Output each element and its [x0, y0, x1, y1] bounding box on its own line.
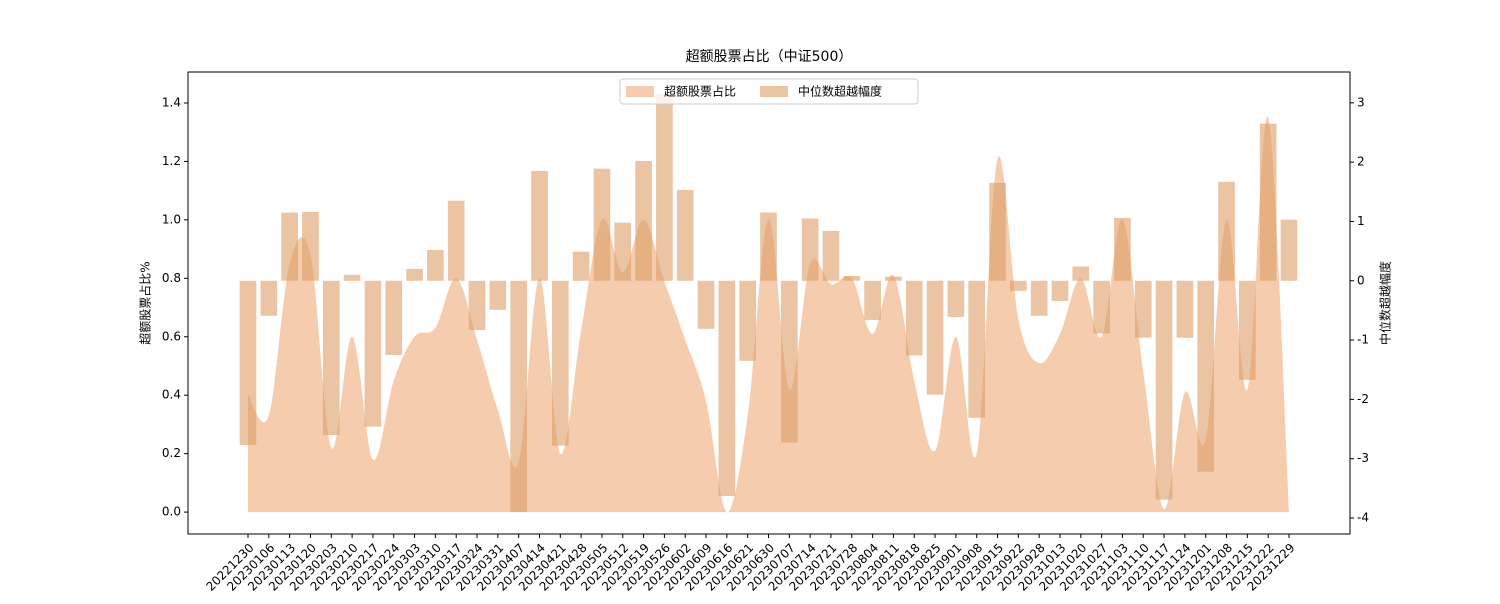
bar [739, 280, 757, 361]
bar [572, 251, 590, 281]
y-tick-label: 0.4 [162, 388, 181, 402]
bar [489, 280, 507, 310]
y2-axis-label: 中位数超越幅度 [1378, 261, 1393, 345]
bar [1239, 280, 1256, 380]
bar [260, 280, 278, 316]
bar [801, 218, 819, 281]
y-tick-label: 0.6 [162, 329, 181, 343]
bar [1134, 280, 1152, 338]
bar [1010, 280, 1027, 291]
bar [822, 230, 840, 281]
y2-tick-label: 2 [1357, 155, 1365, 169]
y-tick-label: 0.2 [162, 446, 181, 460]
bar [718, 280, 736, 497]
bar [968, 280, 986, 418]
bar [760, 212, 777, 281]
y2-tick-label: -3 [1357, 451, 1369, 465]
bar [302, 211, 319, 281]
bar [864, 280, 881, 320]
bar [843, 276, 861, 281]
bar [239, 280, 257, 446]
bar [780, 280, 798, 443]
y2-tick-label: 0 [1357, 273, 1365, 287]
area [248, 116, 1289, 513]
bar [656, 93, 673, 281]
bar [1051, 280, 1069, 301]
bar [1072, 266, 1090, 281]
legend-label: 中位数超越幅度 [798, 84, 882, 99]
bar [427, 249, 444, 281]
bar [926, 280, 944, 395]
y2-tick-label: -4 [1357, 510, 1369, 524]
bar [1280, 219, 1298, 281]
bar [406, 268, 423, 281]
legend-label: 超额股票占比 [664, 84, 736, 99]
y-tick-label: 0.8 [162, 271, 181, 285]
bar [510, 280, 527, 513]
y2-tick-label: -2 [1357, 392, 1369, 406]
bar [676, 190, 694, 281]
y-tick-label: 1.2 [162, 154, 181, 168]
bar [322, 280, 340, 435]
bar [1030, 280, 1048, 316]
chart-title: 超额股票占比（中证500） [686, 49, 853, 65]
bar [1114, 217, 1131, 281]
bar [468, 280, 486, 330]
bar [1259, 123, 1277, 281]
bar [343, 274, 361, 281]
bar [905, 280, 923, 356]
y2-tick-label: 3 [1357, 95, 1365, 109]
bar [635, 160, 652, 281]
bar [1176, 280, 1194, 338]
bar [385, 280, 403, 355]
y-tick-label: 0.0 [162, 505, 181, 519]
bar [697, 280, 715, 329]
bar [1218, 181, 1235, 281]
bar [364, 280, 382, 427]
bar [1197, 280, 1215, 472]
bar [614, 222, 632, 281]
y-tick-label: 1.4 [162, 95, 181, 109]
bar [947, 280, 965, 317]
bar [593, 168, 611, 281]
bar [989, 182, 1006, 281]
bar [551, 280, 569, 446]
y-tick-label: 1.0 [162, 212, 181, 226]
legend-swatch [760, 86, 789, 97]
y2-tick-label: 1 [1357, 214, 1365, 228]
bar [531, 171, 548, 281]
bar [885, 276, 902, 281]
bar [281, 212, 298, 281]
bar [447, 200, 465, 281]
legend-swatch [626, 86, 654, 97]
bar [1093, 280, 1110, 334]
bar [1155, 280, 1173, 500]
y-axis-label: 超额股票占比% [138, 261, 153, 344]
y2-tick-label: -1 [1357, 333, 1369, 347]
